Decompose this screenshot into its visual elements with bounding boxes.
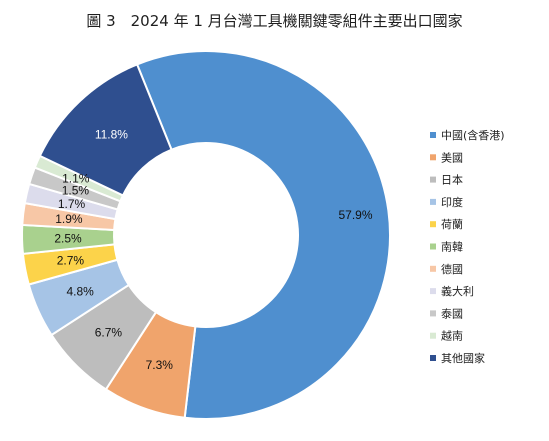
legend-swatch-10 [430,355,436,361]
slice-label-10: 11.8% [95,128,128,142]
chart-title: 圖 3 2024 年 1 月台灣工具機關鍵零組件主要出口國家 [86,12,463,30]
slice-label-4: 2.7% [57,254,85,268]
legend-swatch-9 [430,332,436,339]
legend-label-0: 中國(含香港) [441,128,505,142]
legend-label-7: 義大利 [441,284,474,298]
legend-label-1: 美國 [441,151,463,164]
legend-swatch-0 [430,132,436,138]
legend-label-10: 其他國家 [441,351,485,365]
slice-label-0: 57.9% [339,208,373,222]
slice-label-8: 1.5% [62,184,90,198]
slice-label-7: 1.7% [58,197,86,211]
legend-swatch-1 [430,154,436,161]
slice-label-9: 1.1% [62,171,90,185]
legend-swatch-6 [430,265,436,272]
legend-swatch-8 [430,310,436,317]
legend-swatch-7 [430,288,436,295]
legend-label-9: 越南 [441,329,463,343]
legend-swatch-4 [430,221,436,228]
legend-label-2: 日本 [441,173,463,187]
legend-label-3: 印度 [441,195,463,209]
slice-label-2: 6.7% [95,326,123,340]
slice-label-1: 7.3% [146,358,174,372]
legend-swatch-2 [430,176,436,183]
legend-label-5: 南韓 [441,241,463,254]
legend-swatch-5 [430,243,436,250]
slice-10 [38,63,173,197]
legend-label-6: 德國 [441,262,463,276]
slice-label-5: 2.5% [54,231,82,245]
legend-label-4: 荷蘭 [441,218,463,231]
slice-label-6: 1.9% [55,212,83,226]
legend-label-8: 泰國 [441,306,463,320]
slice-label-3: 4.8% [66,285,94,299]
slice-0 [135,50,391,420]
legend-swatch-3 [430,198,436,205]
